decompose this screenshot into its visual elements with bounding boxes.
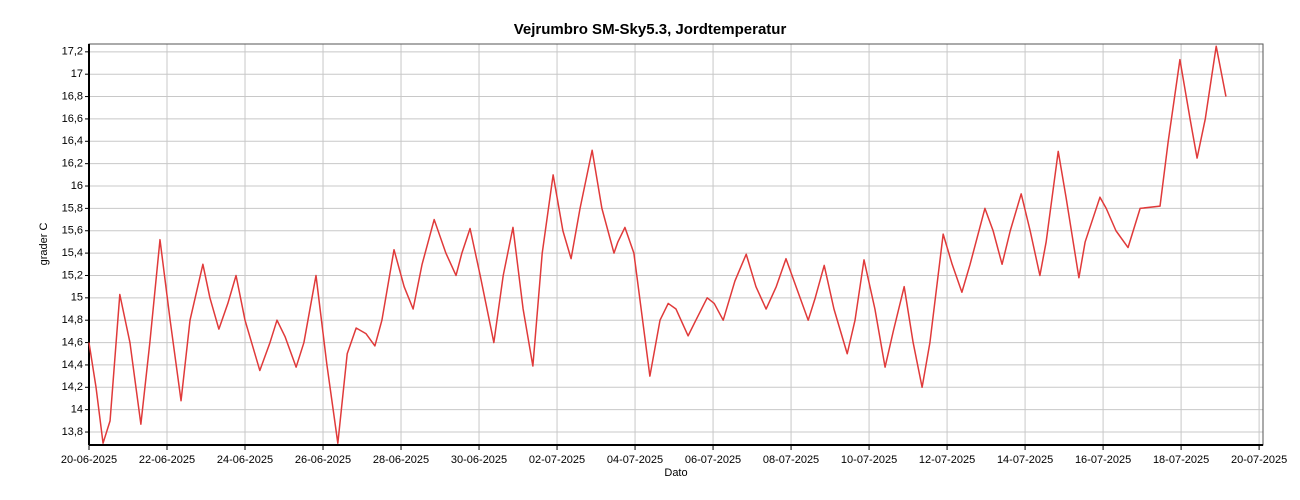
x-tick-label: 20-07-2025 <box>1231 454 1287 466</box>
y-tick-label: 15,6 <box>62 225 83 237</box>
x-tick-label: 26-06-2025 <box>295 454 351 466</box>
y-axis-label: grader C <box>38 223 50 266</box>
x-tick-label: 24-06-2025 <box>217 454 273 466</box>
x-tick-label: 20-06-2025 <box>61 454 117 466</box>
x-tick-label: 18-07-2025 <box>1153 454 1209 466</box>
x-tick-label: 04-07-2025 <box>607 454 663 466</box>
x-tick-label: 22-06-2025 <box>139 454 195 466</box>
y-tick-label: 14,6 <box>62 336 83 348</box>
y-tick-label: 14 <box>71 404 83 416</box>
y-tick-label: 16,4 <box>62 135 83 147</box>
x-tick-label: 12-07-2025 <box>919 454 975 466</box>
y-tick-label: 17,2 <box>62 46 83 58</box>
y-tick-label: 15,4 <box>62 247 83 259</box>
y-tick-label: 17 <box>71 68 83 80</box>
x-tick-label: 14-07-2025 <box>997 454 1053 466</box>
y-tick-label: 15 <box>71 292 83 304</box>
y-tick-label: 13,8 <box>62 426 83 438</box>
y-tick-label: 14,4 <box>62 359 83 371</box>
x-tick-label: 10-07-2025 <box>841 454 897 466</box>
y-tick-label: 16,2 <box>62 158 83 170</box>
y-tick-label: 14,8 <box>62 314 83 326</box>
y-tick-label: 16,6 <box>62 113 83 125</box>
x-axis-label: Dato <box>664 467 687 479</box>
chart-title: Vejrumbro SM-Sky5.3, Jordtemperatur <box>514 21 787 38</box>
y-tick-label: 16 <box>71 180 83 192</box>
y-tick-label: 14,2 <box>62 381 83 393</box>
y-tick-label: 15,8 <box>62 202 83 214</box>
y-tick-label: 15,2 <box>62 269 83 281</box>
x-tick-label: 06-07-2025 <box>685 454 741 466</box>
x-tick-label: 28-06-2025 <box>373 454 429 466</box>
x-tick-label: 08-07-2025 <box>763 454 819 466</box>
x-tick-label: 30-06-2025 <box>451 454 507 466</box>
x-tick-label: 16-07-2025 <box>1075 454 1131 466</box>
y-tick-label: 16,8 <box>62 90 83 102</box>
data-line <box>88 45 1227 444</box>
x-tick-label: 02-07-2025 <box>529 454 585 466</box>
